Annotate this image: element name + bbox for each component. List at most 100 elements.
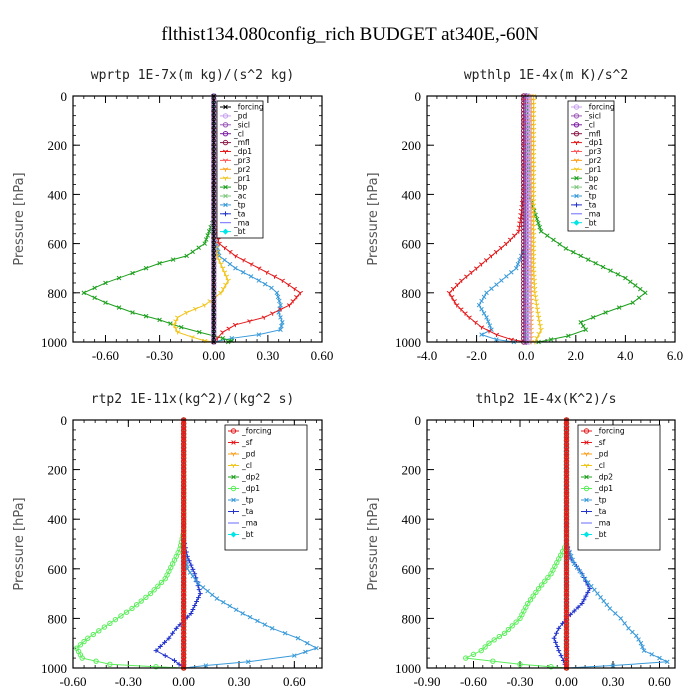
data-point	[192, 603, 198, 608]
data-point	[525, 216, 532, 222]
data-point	[616, 305, 622, 310]
series-dp1	[73, 417, 187, 671]
legend-item: _dp1	[571, 138, 603, 147]
data-point	[468, 270, 475, 275]
data-point	[180, 620, 187, 626]
data-point	[548, 337, 554, 342]
data-point	[485, 319, 491, 324]
series-bp	[81, 93, 235, 345]
data-point	[539, 582, 545, 588]
data-point	[563, 651, 570, 657]
legend-label: _bt	[594, 530, 607, 539]
data-point	[517, 257, 522, 263]
data-point	[516, 225, 522, 230]
data-point	[525, 106, 532, 113]
data-point	[499, 278, 504, 283]
data-point	[551, 237, 556, 243]
data-point	[542, 578, 548, 584]
data-point	[180, 427, 187, 434]
data-point	[525, 120, 532, 127]
data-point	[211, 335, 217, 341]
data-point	[277, 298, 282, 304]
data-point	[203, 663, 209, 668]
data-point	[314, 645, 319, 651]
legend-item: _tp	[228, 496, 254, 505]
data-point	[481, 294, 487, 300]
y-tick-label: 200	[402, 463, 422, 478]
data-point	[563, 541, 570, 547]
legend-label: _pr3	[233, 156, 251, 165]
series-forcing	[563, 417, 570, 671]
data-point	[580, 572, 585, 578]
data-point	[486, 329, 492, 334]
data-point	[222, 257, 227, 263]
data-point	[525, 158, 532, 164]
series-line	[76, 420, 185, 669]
y-tick-label: 600	[48, 562, 68, 577]
data-point	[585, 580, 591, 585]
data-point	[211, 297, 217, 302]
data-point	[211, 114, 217, 120]
legend-item: _sf	[581, 438, 606, 447]
data-point	[294, 295, 300, 300]
data-point	[151, 587, 157, 593]
data-point	[107, 661, 113, 667]
data-point	[304, 640, 310, 646]
legend-marker	[574, 193, 579, 199]
data-point	[203, 237, 209, 242]
legend-label: _dp1	[594, 484, 613, 493]
x-tick-label: 0.0	[518, 348, 534, 363]
data-point	[563, 555, 570, 561]
data-point	[173, 319, 179, 324]
data-point	[580, 323, 586, 329]
data-point	[180, 613, 187, 620]
data-point	[582, 576, 588, 581]
data-point	[211, 254, 217, 260]
legend-label: _pr2	[584, 156, 602, 165]
data-point	[479, 306, 484, 312]
series-line	[213, 96, 283, 343]
data-point	[221, 600, 226, 605]
data-point	[240, 611, 245, 616]
legend-item: _forcing	[228, 427, 272, 436]
legend-label: _mfl	[233, 138, 250, 147]
legend-label: _ac	[233, 192, 246, 201]
data-point	[525, 305, 532, 311]
data-point	[538, 327, 544, 333]
data-point	[464, 274, 470, 279]
data-point	[577, 569, 582, 574]
data-point	[295, 635, 301, 641]
data-point	[264, 270, 270, 275]
legend: _forcing_sicl_cl_mfl_dp1_pr3_pr2_pr1_bp_…	[567, 100, 615, 232]
data-point	[221, 245, 228, 251]
legend-marker	[574, 202, 579, 208]
data-point	[157, 261, 162, 266]
legend-marker	[584, 497, 589, 503]
data-point	[133, 602, 140, 608]
data-point	[525, 206, 532, 212]
legend-marker	[230, 452, 237, 457]
data-point	[638, 286, 643, 292]
data-point	[462, 311, 468, 316]
data-point	[603, 310, 608, 315]
data-point	[211, 212, 217, 218]
data-point	[640, 644, 645, 650]
data-point	[649, 652, 655, 657]
data-point	[103, 280, 108, 286]
data-point	[194, 599, 199, 604]
legend-marker	[584, 474, 589, 480]
legend-label: _dp1	[241, 484, 260, 493]
data-point	[558, 653, 564, 658]
data-point	[533, 589, 539, 596]
data-point	[493, 332, 500, 338]
data-point	[563, 468, 570, 475]
data-point	[180, 513, 187, 520]
data-point	[269, 626, 275, 631]
y-tick-label: 400	[402, 512, 422, 527]
data-point	[513, 619, 519, 625]
data-point	[107, 620, 113, 627]
data-point	[563, 499, 570, 506]
data-point	[286, 303, 293, 308]
data-point	[525, 332, 532, 338]
data-point	[274, 290, 280, 296]
